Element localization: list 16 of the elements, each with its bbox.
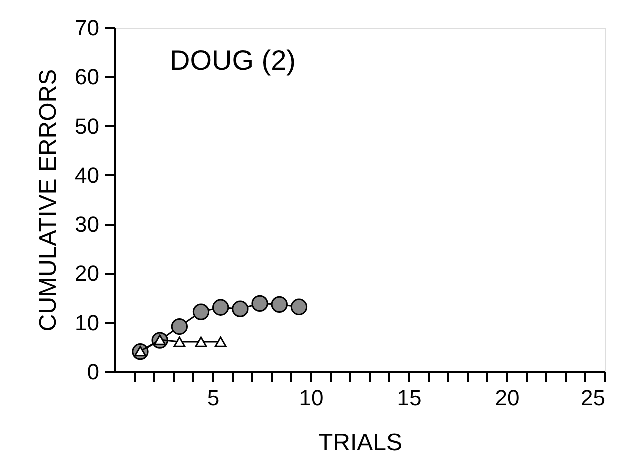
y-tick-label: 0 xyxy=(87,360,100,384)
y-tick-label: 20 xyxy=(75,261,100,286)
x-tick-label: 20 xyxy=(495,386,520,410)
x-tick-label: 15 xyxy=(397,386,422,410)
x-axis-title: TRIALS xyxy=(318,430,403,456)
y-tick-label: 10 xyxy=(75,310,100,336)
y-tick-label: 40 xyxy=(75,162,100,188)
y-tick-label: 60 xyxy=(75,64,100,90)
annotation: DOUG (2) xyxy=(170,45,296,76)
y-axis-title: CUMULATIVE ERRORS xyxy=(35,69,62,332)
y-tick-label: 50 xyxy=(75,114,100,139)
x-tick-label: 25 xyxy=(581,386,606,410)
x-tick-label: 5 xyxy=(207,386,220,410)
y-tick-label: 70 xyxy=(75,16,100,40)
y-tick-label: 30 xyxy=(75,212,100,238)
x-tick-label: 10 xyxy=(299,386,324,410)
